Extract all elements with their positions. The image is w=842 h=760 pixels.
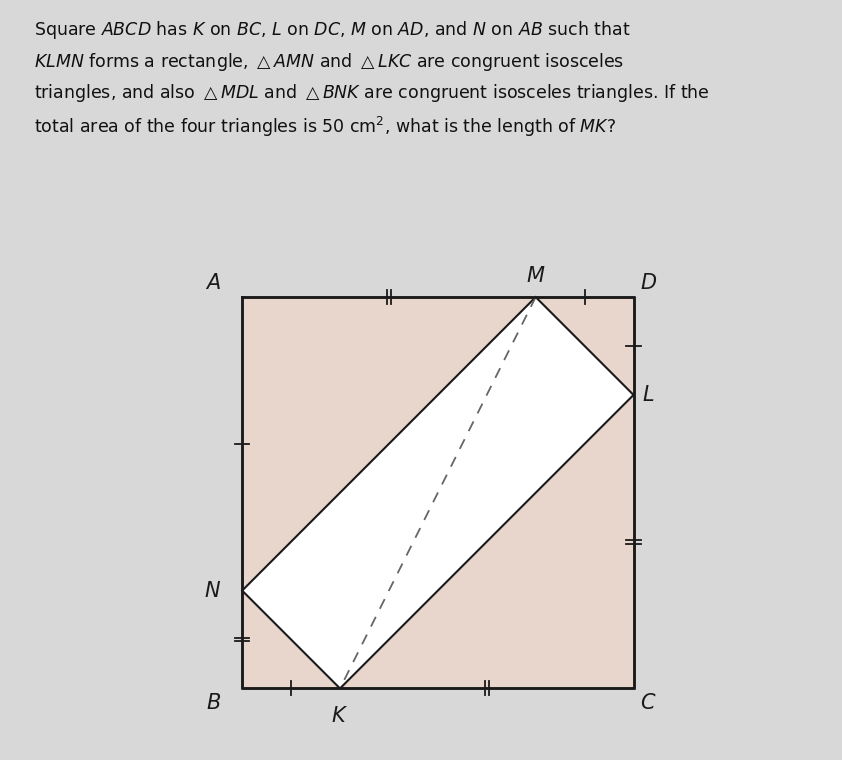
Text: $K$: $K$ [332, 706, 349, 726]
Polygon shape [242, 297, 633, 689]
Text: $N$: $N$ [204, 581, 221, 600]
Text: $C$: $C$ [640, 693, 657, 713]
Text: $A$: $A$ [205, 273, 221, 293]
Text: $M$: $M$ [526, 266, 546, 287]
Text: $D$: $D$ [640, 273, 657, 293]
Text: $B$: $B$ [205, 693, 221, 713]
Text: Square $ABCD$ has $K$ on $BC$, $L$ on $DC$, $M$ on $AD$, and $N$ on $AB$ such th: Square $ABCD$ has $K$ on $BC$, $L$ on $D… [34, 19, 710, 139]
Polygon shape [242, 297, 633, 689]
Text: $L$: $L$ [642, 385, 654, 405]
